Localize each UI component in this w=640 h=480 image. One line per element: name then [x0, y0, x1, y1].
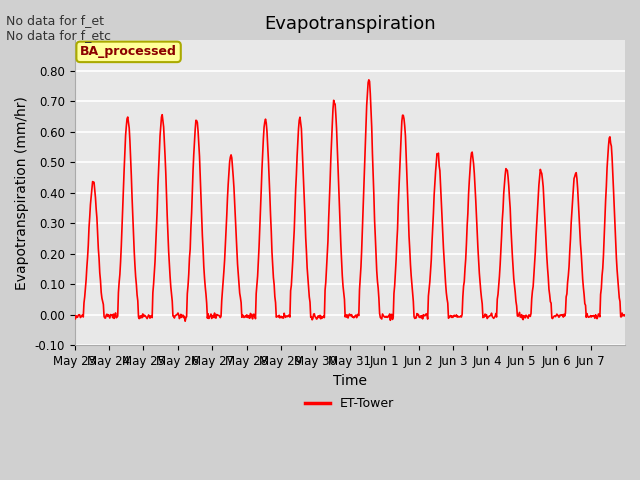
- Legend: ET-Tower: ET-Tower: [300, 392, 399, 415]
- Text: BA_processed: BA_processed: [80, 46, 177, 59]
- Y-axis label: Evapotranspiration (mm/hr): Evapotranspiration (mm/hr): [15, 96, 29, 289]
- X-axis label: Time: Time: [333, 373, 367, 387]
- Text: No data for f_et
No data for f_etc: No data for f_et No data for f_etc: [6, 14, 111, 42]
- Title: Evapotranspiration: Evapotranspiration: [264, 15, 436, 33]
